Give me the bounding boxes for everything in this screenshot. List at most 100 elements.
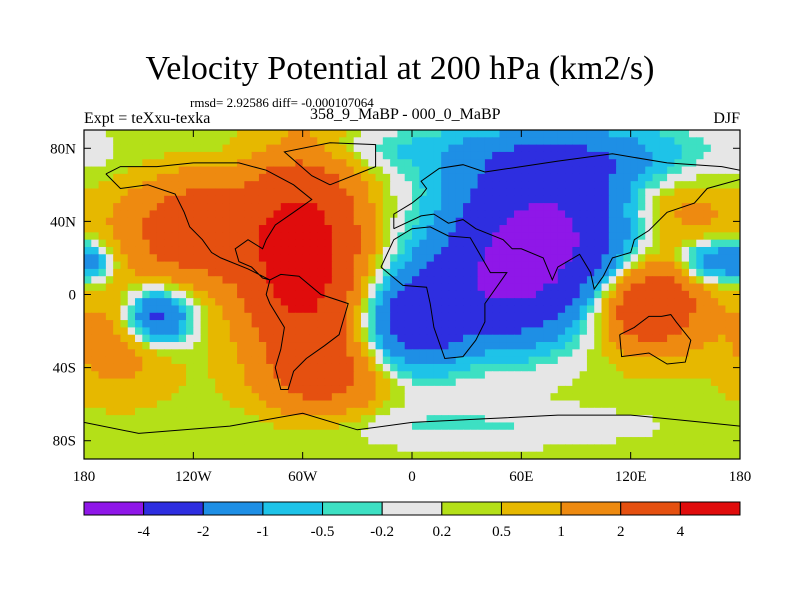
field-cell	[98, 400, 107, 409]
field-cell	[579, 290, 588, 299]
field-cell	[288, 137, 296, 146]
field-cell	[339, 422, 347, 431]
field-cell	[608, 151, 617, 160]
field-cell	[732, 334, 740, 343]
field-cell	[586, 378, 595, 387]
x-axis: 180 120W 60W 0 60E 120E 180	[73, 130, 751, 485]
field-cell	[674, 429, 683, 438]
field-cell	[353, 261, 362, 270]
field-cell	[659, 371, 668, 380]
field-cell	[623, 188, 632, 197]
field-cell	[331, 225, 340, 233]
field-cell	[251, 356, 260, 365]
field-cell	[200, 217, 209, 226]
field-cell	[667, 349, 675, 358]
field-cell	[710, 217, 719, 226]
field-cell	[718, 371, 727, 380]
field-cell	[302, 203, 311, 212]
field-cell	[105, 393, 114, 402]
field-cell	[528, 407, 537, 416]
field-cell	[360, 246, 369, 255]
field-cell	[535, 246, 544, 255]
field-cell	[368, 312, 377, 321]
field-cell	[353, 378, 362, 387]
field-cell	[404, 144, 413, 153]
field-cell	[156, 283, 165, 292]
field-cell	[477, 320, 486, 328]
field-cell	[135, 334, 143, 343]
field-cell	[484, 371, 493, 380]
field-cell	[565, 283, 573, 292]
field-cell	[528, 261, 537, 270]
field-cell	[681, 393, 690, 402]
field-cell	[258, 210, 267, 219]
field-cell	[630, 320, 639, 328]
field-cell	[637, 400, 646, 409]
field-cell	[302, 261, 311, 270]
field-cell	[178, 173, 187, 182]
field-cell	[659, 276, 668, 285]
field-cell	[535, 166, 544, 175]
field-cell	[207, 334, 216, 343]
field-cell	[652, 232, 661, 241]
field-cell	[557, 144, 566, 153]
field-cell	[608, 195, 617, 204]
field-cell	[426, 320, 435, 328]
field-cell	[98, 444, 107, 453]
field-cell	[601, 400, 610, 409]
field-cell	[667, 173, 675, 182]
field-cell	[637, 144, 646, 153]
field-cell	[331, 246, 340, 255]
field-cell	[419, 312, 428, 321]
field-cell	[667, 283, 675, 292]
field-cell	[368, 342, 377, 350]
field-cell	[91, 268, 100, 277]
field-cell	[506, 429, 515, 438]
field-cell	[178, 363, 187, 372]
field-cell	[586, 363, 595, 372]
field-cell	[178, 393, 187, 402]
field-cell	[659, 239, 668, 248]
field-cell	[477, 232, 486, 241]
field-cell	[142, 378, 151, 387]
field-cell	[317, 261, 326, 270]
field-cell	[616, 356, 624, 365]
field-cell	[477, 349, 486, 358]
field-cell	[251, 290, 260, 299]
field-cell	[550, 181, 559, 190]
field-cell	[725, 305, 734, 314]
field-cell	[528, 422, 537, 431]
field-cell	[426, 173, 435, 182]
rmsd-diff-stats: rmsd= 2.92586 diff= -0.000107064	[190, 95, 374, 110]
field-cell	[156, 378, 165, 387]
field-cell	[353, 298, 362, 307]
x-tick-label: 0	[408, 469, 416, 485]
field-cell	[688, 173, 697, 182]
field-cell	[601, 203, 610, 212]
field-cell	[630, 290, 639, 299]
field-cell	[382, 334, 391, 343]
field-cell	[594, 173, 603, 182]
field-cell	[535, 298, 544, 307]
field-cell	[193, 356, 202, 365]
field-cell	[105, 210, 114, 219]
field-cell	[550, 298, 559, 307]
field-cell	[339, 203, 347, 212]
field-cell	[565, 144, 573, 153]
field-cell	[346, 137, 355, 146]
field-cell	[419, 422, 428, 431]
field-cell	[688, 415, 697, 424]
field-cell	[565, 342, 573, 350]
field-cell	[637, 378, 646, 387]
field-cell	[448, 429, 457, 438]
field-cell	[324, 342, 333, 350]
field-cell	[215, 290, 224, 299]
field-cell	[375, 144, 384, 153]
field-cell	[645, 400, 654, 409]
field-cell	[105, 232, 114, 241]
field-cell	[703, 188, 712, 197]
field-cell	[368, 151, 377, 160]
field-cell	[331, 283, 340, 292]
field-cell	[237, 400, 245, 409]
field-cell	[557, 393, 566, 402]
